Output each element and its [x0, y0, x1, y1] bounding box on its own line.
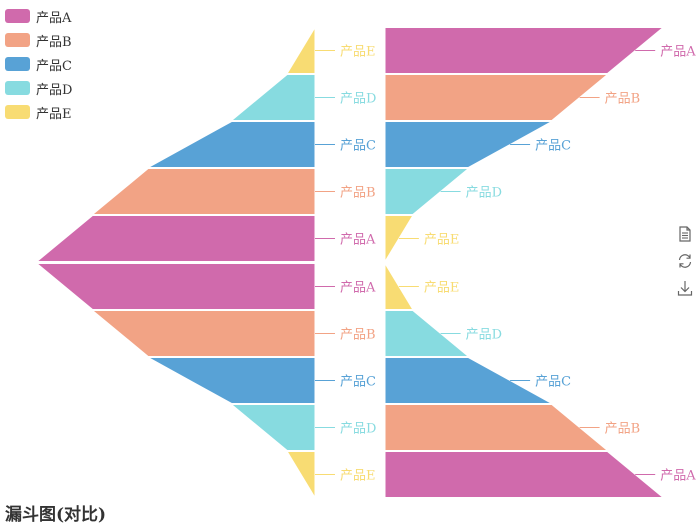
- segment-label: 产品A: [660, 469, 696, 484]
- segment-label: 产品B: [340, 328, 376, 343]
- segment-label: 产品B: [340, 186, 376, 201]
- legend-label: 产品E: [36, 106, 72, 122]
- data-view-icon[interactable]: [676, 225, 694, 243]
- segment-label: 产品D: [340, 422, 376, 437]
- segment-label: 产品A: [660, 45, 696, 60]
- funnel-segment[interactable]: [91, 168, 316, 215]
- segment-label: 产品D: [466, 328, 502, 343]
- segment-label: 产品C: [535, 139, 571, 154]
- chart-title: 漏斗图(对比): [5, 505, 107, 525]
- funnel-segment[interactable]: [384, 121, 553, 168]
- toolbox: [676, 225, 694, 297]
- funnel-segment[interactable]: [384, 168, 470, 215]
- legend-label: 产品C: [36, 58, 72, 74]
- legend-item[interactable]: 产品E: [5, 100, 72, 124]
- funnel-segment[interactable]: [147, 357, 316, 404]
- segment-label: 产品A: [340, 233, 376, 248]
- funnel-segment[interactable]: [230, 74, 316, 121]
- segment-label: 产品E: [340, 45, 376, 60]
- segment-label: 产品D: [340, 92, 376, 107]
- funnel-segment[interactable]: [384, 404, 609, 451]
- legend: 产品A 产品B 产品C 产品D 产品E: [5, 4, 72, 124]
- segment-label: 产品E: [424, 281, 460, 296]
- funnel-segment[interactable]: [384, 74, 609, 121]
- segment-label: 产品B: [605, 92, 641, 107]
- legend-swatch: [5, 57, 30, 71]
- legend-item[interactable]: 产品C: [5, 52, 72, 76]
- legend-swatch: [5, 9, 30, 23]
- funnel-segment[interactable]: [384, 27, 665, 74]
- legend-label: 产品D: [36, 82, 73, 98]
- funnel-segment[interactable]: [384, 310, 470, 357]
- segment-label: 产品E: [340, 469, 376, 484]
- legend-swatch: [5, 81, 30, 95]
- save-image-icon[interactable]: [676, 279, 694, 297]
- legend-swatch: [5, 33, 30, 47]
- legend-swatch: [5, 105, 30, 119]
- funnel-segment[interactable]: [35, 263, 316, 310]
- legend-item[interactable]: 产品B: [5, 28, 72, 52]
- segment-label: 产品A: [340, 281, 376, 296]
- segment-label: 产品D: [466, 186, 502, 201]
- segment-label: 产品C: [535, 375, 571, 390]
- legend-item[interactable]: 产品D: [5, 76, 72, 100]
- funnel-segment[interactable]: [147, 121, 316, 168]
- funnel-segment[interactable]: [91, 310, 316, 357]
- funnel-segment[interactable]: [384, 451, 665, 498]
- restore-icon[interactable]: [676, 252, 694, 270]
- funnel-segment[interactable]: [384, 357, 553, 404]
- segment-label: 产品E: [424, 233, 460, 248]
- segment-label: 产品B: [605, 422, 641, 437]
- funnel-segment[interactable]: [35, 215, 316, 262]
- legend-label: 产品A: [36, 10, 72, 26]
- segment-label: 产品C: [340, 139, 376, 154]
- segment-label: 产品C: [340, 375, 376, 390]
- funnel-segment[interactable]: [286, 451, 316, 500]
- legend-item[interactable]: 产品A: [5, 4, 72, 28]
- legend-label: 产品B: [36, 34, 72, 50]
- funnel-segment[interactable]: [230, 404, 316, 451]
- funnel-segment[interactable]: [286, 25, 316, 74]
